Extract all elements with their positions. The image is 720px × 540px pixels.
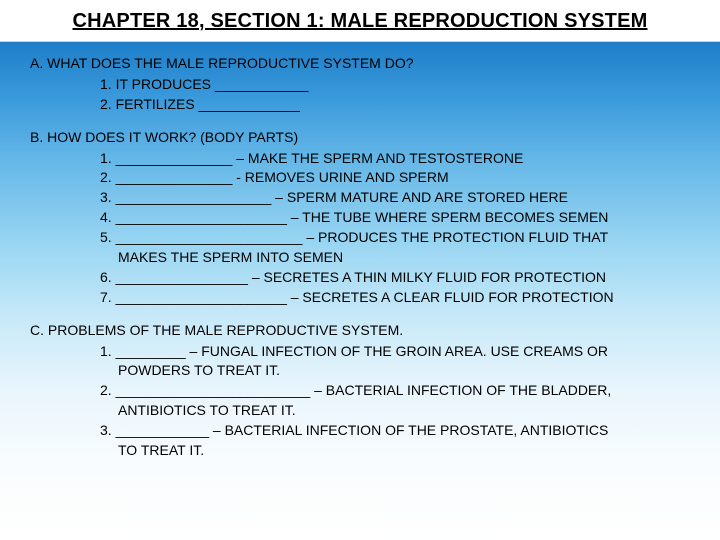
section-b-items: 1. _______________ – MAKE THE SPERM AND …: [30, 149, 690, 307]
section-b: B. HOW DOES IT WORK? (BODY PARTS) 1. ___…: [30, 128, 690, 307]
list-item: 3. ____________________ – SPERM MATURE A…: [100, 188, 690, 207]
list-item: 7. ______________________ – SECRETES A C…: [100, 288, 690, 307]
slide: CHAPTER 18, SECTION 1: MALE REPRODUCTION…: [0, 0, 720, 540]
title-bar: CHAPTER 18, SECTION 1: MALE REPRODUCTION…: [0, 0, 720, 42]
list-item: 3. ____________ – BACTERIAL INFECTION OF…: [100, 421, 690, 440]
list-item: 2. FERTILIZES _____________: [100, 95, 690, 114]
list-item-wrap: POWDERS TO TREAT IT.: [100, 361, 690, 380]
section-b-head: B. HOW DOES IT WORK? (BODY PARTS): [30, 128, 690, 147]
section-a-items: 1. IT PRODUCES ____________ 2. FERTILIZE…: [30, 75, 690, 114]
section-c-items: 1. _________ – FUNGAL INFECTION OF THE G…: [30, 342, 690, 460]
list-item: 5. ________________________ – PRODUCES T…: [100, 228, 690, 247]
list-item-wrap: TO TREAT IT.: [100, 441, 690, 460]
list-item: 2. _______________ - REMOVES URINE AND S…: [100, 168, 690, 187]
section-a: A. WHAT DOES THE MALE REPRODUCTIVE SYSTE…: [30, 54, 690, 114]
page-title: CHAPTER 18, SECTION 1: MALE REPRODUCTION…: [0, 10, 720, 33]
content-area: A. WHAT DOES THE MALE REPRODUCTIVE SYSTE…: [0, 42, 720, 484]
list-item: 4. ______________________ – THE TUBE WHE…: [100, 208, 690, 227]
list-item-wrap: MAKES THE SPERM INTO SEMEN: [100, 248, 690, 267]
section-c-head: C. PROBLEMS OF THE MALE REPRODUCTIVE SYS…: [30, 321, 690, 340]
list-item: 1. _________ – FUNGAL INFECTION OF THE G…: [100, 342, 690, 361]
list-item-wrap: ANTIBIOTICS TO TREAT IT.: [100, 401, 690, 420]
list-item: 6. _________________ – SECRETES A THIN M…: [100, 268, 690, 287]
section-c: C. PROBLEMS OF THE MALE REPRODUCTIVE SYS…: [30, 321, 690, 460]
section-a-head: A. WHAT DOES THE MALE REPRODUCTIVE SYSTE…: [30, 54, 690, 73]
list-item: 2. _________________________ – BACTERIAL…: [100, 381, 690, 400]
list-item: 1. _______________ – MAKE THE SPERM AND …: [100, 149, 690, 168]
list-item: 1. IT PRODUCES ____________: [100, 75, 690, 94]
